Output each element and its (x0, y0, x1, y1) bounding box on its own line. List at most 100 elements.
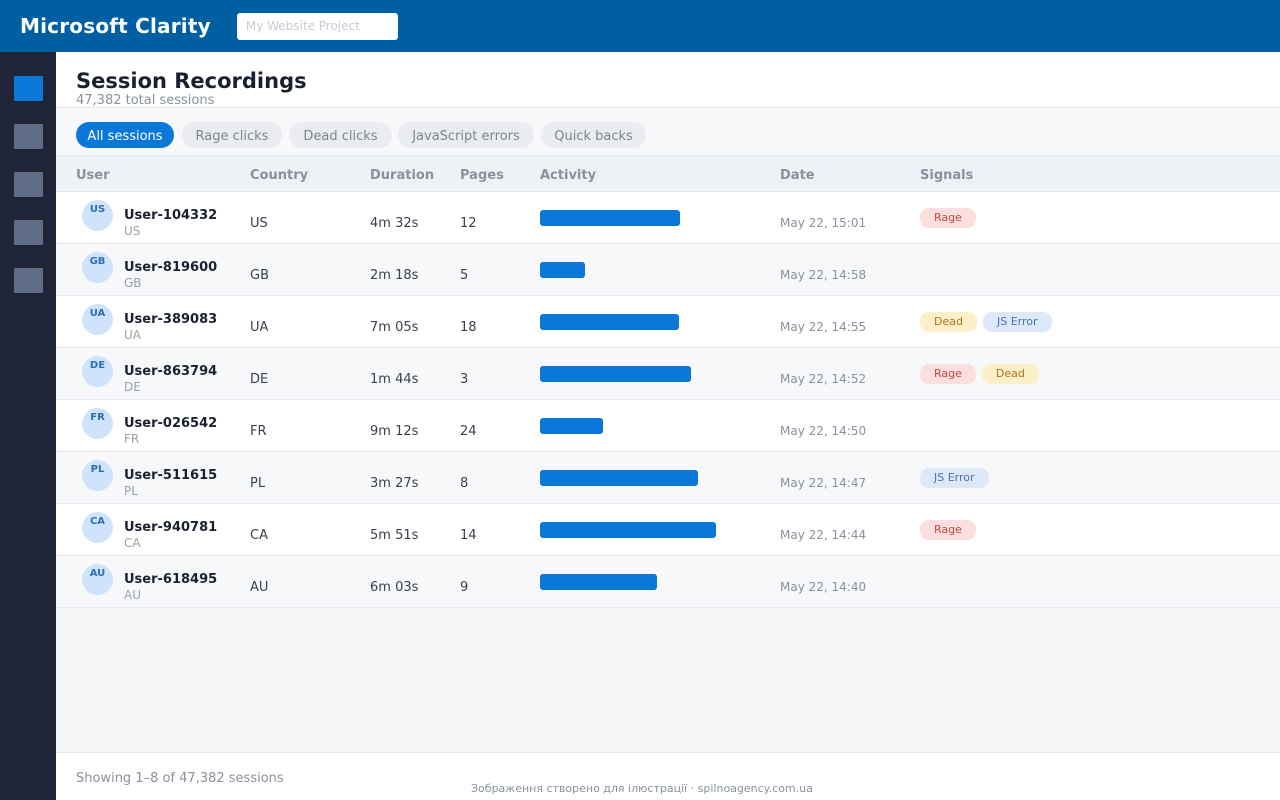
duration-cell: 5m 51s (370, 528, 419, 543)
column-header-user[interactable]: User (76, 168, 110, 183)
table-row[interactable]: FR User-026542 FR FR 9m 12s 24 May 22, 14:50 (56, 400, 1280, 452)
pages-cell: 8 (460, 476, 469, 491)
duration-cell: 9m 12s (370, 424, 419, 439)
user-country: US (124, 224, 141, 238)
avatar: AU (82, 564, 113, 595)
user-name[interactable]: User-511615 (124, 468, 218, 483)
table-row[interactable]: PL User-511615 PL PL 3m 27s 8 May 22, 14:47 JS … (56, 452, 1280, 504)
table-row[interactable]: CA User-940781 CA CA 5m 51s 14 May 22, 14:44 Ra… (56, 504, 1280, 556)
pagination-summary: Showing 1–8 of 47,382 sessions (76, 771, 284, 786)
filter-chip-javascript-errors[interactable]: JavaScript errors (398, 122, 534, 148)
signals-cell: Rage (920, 520, 976, 540)
signal-badge[interactable]: Rage (920, 520, 976, 540)
date-cell: May 22, 14:55 (780, 320, 867, 334)
table-row[interactable]: AU User-618495 AU AU 6m 03s 9 May 22, 14:40 (56, 556, 1280, 608)
country-cell: CA (250, 528, 268, 543)
user-name[interactable]: User-026542 (124, 416, 218, 431)
app-brand[interactable]: Microsoft Clarity (20, 14, 211, 38)
activity-bar (540, 262, 585, 278)
date-cell: May 22, 14:40 (780, 580, 867, 594)
date-cell: May 22, 14:50 (780, 424, 867, 438)
user-name[interactable]: User-104332 (124, 208, 218, 223)
column-header-duration[interactable]: Duration (370, 168, 435, 183)
activity-bar (540, 366, 691, 382)
avatar: UA (82, 304, 113, 335)
avatar: DE (82, 356, 113, 387)
signals-cell: JS Error (920, 468, 989, 488)
main-content: Session Recordings 47,382 total sessions… (56, 52, 1280, 800)
date-cell: May 22, 14:52 (780, 372, 867, 386)
user-country: AU (124, 588, 141, 602)
pages-cell: 24 (460, 424, 477, 439)
column-header-activity[interactable]: Activity (540, 168, 597, 183)
filter-chip-rage-clicks[interactable]: Rage clicks (182, 122, 282, 148)
pages-cell: 3 (460, 372, 469, 387)
image-credit: Зображення створено для ілюстрації · spi… (471, 782, 813, 795)
table-row[interactable]: GB User-819600 GB GB 2m 18s 5 May 22, 14:58 (56, 244, 1280, 296)
user-country: CA (124, 536, 141, 550)
avatar: FR (82, 408, 113, 439)
heatmaps-icon[interactable] (14, 172, 43, 197)
duration-cell: 3m 27s (370, 476, 419, 491)
column-header-country[interactable]: Country (250, 168, 309, 183)
avatar: PL (82, 460, 113, 491)
column-header-signals[interactable]: Signals (920, 168, 974, 183)
signal-badge[interactable]: JS Error (982, 312, 1052, 332)
avatar: GB (82, 252, 113, 283)
table-row[interactable]: UA User-389083 UA UA 7m 05s 18 May 22, 14:55 De… (56, 296, 1280, 348)
country-cell: US (250, 216, 268, 231)
sidebar-nav (0, 52, 56, 800)
user-country: DE (124, 380, 141, 394)
insights-icon[interactable] (14, 220, 43, 245)
pages-cell: 9 (460, 580, 469, 595)
country-cell: FR (250, 424, 267, 439)
table-row[interactable]: US User-104332 US US 4m 32s 12 May 22, 15:01 Ra… (56, 192, 1280, 244)
user-name[interactable]: User-618495 (124, 572, 218, 587)
recordings-icon[interactable] (14, 124, 43, 149)
country-cell: GB (250, 268, 269, 283)
filter-chip-dead-clicks[interactable]: Dead clicks (289, 122, 392, 148)
duration-cell: 2m 18s (370, 268, 419, 283)
avatar: CA (82, 512, 113, 543)
date-cell: May 22, 15:01 (780, 216, 867, 230)
signal-badge[interactable]: Rage (920, 208, 976, 228)
user-name[interactable]: User-863794 (124, 364, 218, 379)
dashboard-icon[interactable] (14, 76, 43, 101)
filter-chip-quick-backs[interactable]: Quick backs (541, 122, 646, 148)
date-cell: May 22, 14:47 (780, 476, 867, 490)
activity-bar (540, 210, 680, 226)
user-country: GB (124, 276, 142, 290)
table-row[interactable]: DE User-863794 DE DE 1m 44s 3 May 22, 14:52 Rag… (56, 348, 1280, 400)
country-cell: AU (250, 580, 269, 595)
duration-cell: 4m 32s (370, 216, 419, 231)
activity-bar (540, 418, 603, 434)
project-selector-input[interactable] (236, 12, 398, 40)
signal-badge[interactable]: Rage (920, 364, 976, 384)
user-name[interactable]: User-940781 (124, 520, 218, 535)
activity-bar (540, 314, 679, 330)
pages-cell: 14 (460, 528, 477, 543)
duration-cell: 6m 03s (370, 580, 419, 595)
pages-cell: 18 (460, 320, 477, 335)
avatar: US (82, 200, 113, 231)
settings-icon[interactable] (14, 268, 43, 293)
signal-badge[interactable]: Dead (981, 364, 1039, 384)
pages-cell: 5 (460, 268, 469, 283)
activity-bar (540, 470, 698, 486)
column-header-pages[interactable]: Pages (460, 168, 504, 183)
country-cell: PL (250, 476, 266, 491)
activity-bar (540, 574, 657, 590)
signal-badge[interactable]: JS Error (920, 468, 989, 488)
user-name[interactable]: User-389083 (124, 312, 218, 327)
table-header: User Country Duration Pages Activity Dat… (56, 156, 1280, 192)
signals-cell: Rage (920, 208, 976, 228)
filter-chip-all-sessions[interactable]: All sessions (76, 122, 174, 148)
signal-badge[interactable]: Dead (920, 312, 977, 332)
filter-chips: All sessions Rage clicks Dead clicks JavaSc… (56, 108, 1280, 156)
signals-cell: Rage Dead (920, 364, 1039, 384)
user-name[interactable]: User-819600 (124, 260, 218, 275)
column-header-date[interactable]: Date (780, 168, 815, 183)
user-country: FR (124, 432, 140, 446)
top-header: Microsoft Clarity (0, 0, 1280, 52)
duration-cell: 7m 05s (370, 320, 419, 335)
